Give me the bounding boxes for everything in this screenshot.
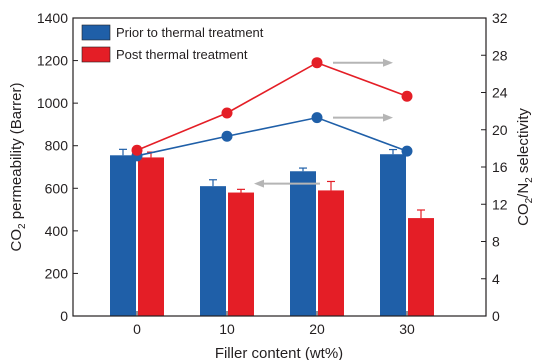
right-tick-label: 4	[492, 271, 500, 287]
left-tick-label: 600	[45, 180, 69, 196]
left-tick-label: 1400	[37, 10, 68, 26]
bar-prior-0	[110, 155, 136, 316]
x-tick-label: 0	[133, 321, 141, 337]
plot-area	[110, 57, 434, 316]
arrow-head	[383, 113, 393, 122]
left-tick-label: 200	[45, 265, 69, 281]
bar-post-0	[138, 157, 164, 316]
right-tick-label: 12	[492, 196, 508, 212]
right-tick-label: 28	[492, 47, 508, 63]
selectivity-point-post-10	[221, 107, 233, 119]
arrow-head	[254, 179, 264, 188]
right-tick-label: 32	[492, 10, 508, 26]
x-axis-label: Filler content (wt%)	[215, 345, 343, 360]
arrow-head	[383, 58, 393, 67]
bar-prior-30	[380, 154, 406, 316]
right-tick-label: 24	[492, 85, 508, 101]
left-tick-label: 800	[45, 138, 69, 154]
right-tick-label: 0	[492, 308, 500, 324]
x-tick-label: 10	[219, 321, 235, 337]
right-tick-label: 16	[492, 159, 508, 175]
left-tick-label: 1200	[37, 53, 68, 69]
legend-swatch-prior	[81, 24, 111, 41]
legend-label-prior: Prior to thermal treatment	[116, 25, 264, 40]
left-axis-label: CO2 permeability (Barrer)	[8, 83, 28, 252]
bar-post-10	[228, 192, 254, 316]
arrow-annotation-2	[333, 58, 393, 67]
axes: 0200400600800100012001400048121620242832…	[8, 10, 535, 337]
left-tick-label: 400	[45, 223, 69, 239]
bar-prior-20	[290, 171, 316, 316]
selectivity-line-post	[136, 61, 408, 151]
bar-post-20	[318, 190, 344, 316]
bar-post-30	[408, 218, 434, 316]
selectivity-point-prior-30	[401, 145, 413, 157]
right-axis-label: CO2/N2 selectivity	[515, 108, 535, 226]
arrow-annotation-0	[254, 179, 320, 188]
x-tick-label: 20	[309, 321, 325, 337]
selectivity-point-post-0	[131, 144, 143, 156]
legend: Prior to thermal treatment Post thermal t…	[81, 24, 264, 63]
legend-swatch-post	[81, 46, 111, 63]
selectivity-point-prior-20	[311, 112, 323, 124]
selectivity-line-prior	[136, 116, 408, 157]
x-tick-label: 30	[399, 321, 415, 337]
legend-label-post: Post thermal treatment	[116, 47, 248, 62]
right-tick-label: 8	[492, 234, 500, 250]
selectivity-point-post-20	[311, 57, 323, 69]
right-tick-label: 20	[492, 122, 508, 138]
selectivity-point-prior-10	[221, 130, 233, 142]
arrow-annotation-1	[333, 113, 393, 122]
left-tick-label: 0	[60, 308, 68, 324]
bar-prior-10	[200, 186, 226, 316]
left-tick-label: 1000	[37, 95, 68, 111]
selectivity-point-post-30	[401, 90, 413, 102]
